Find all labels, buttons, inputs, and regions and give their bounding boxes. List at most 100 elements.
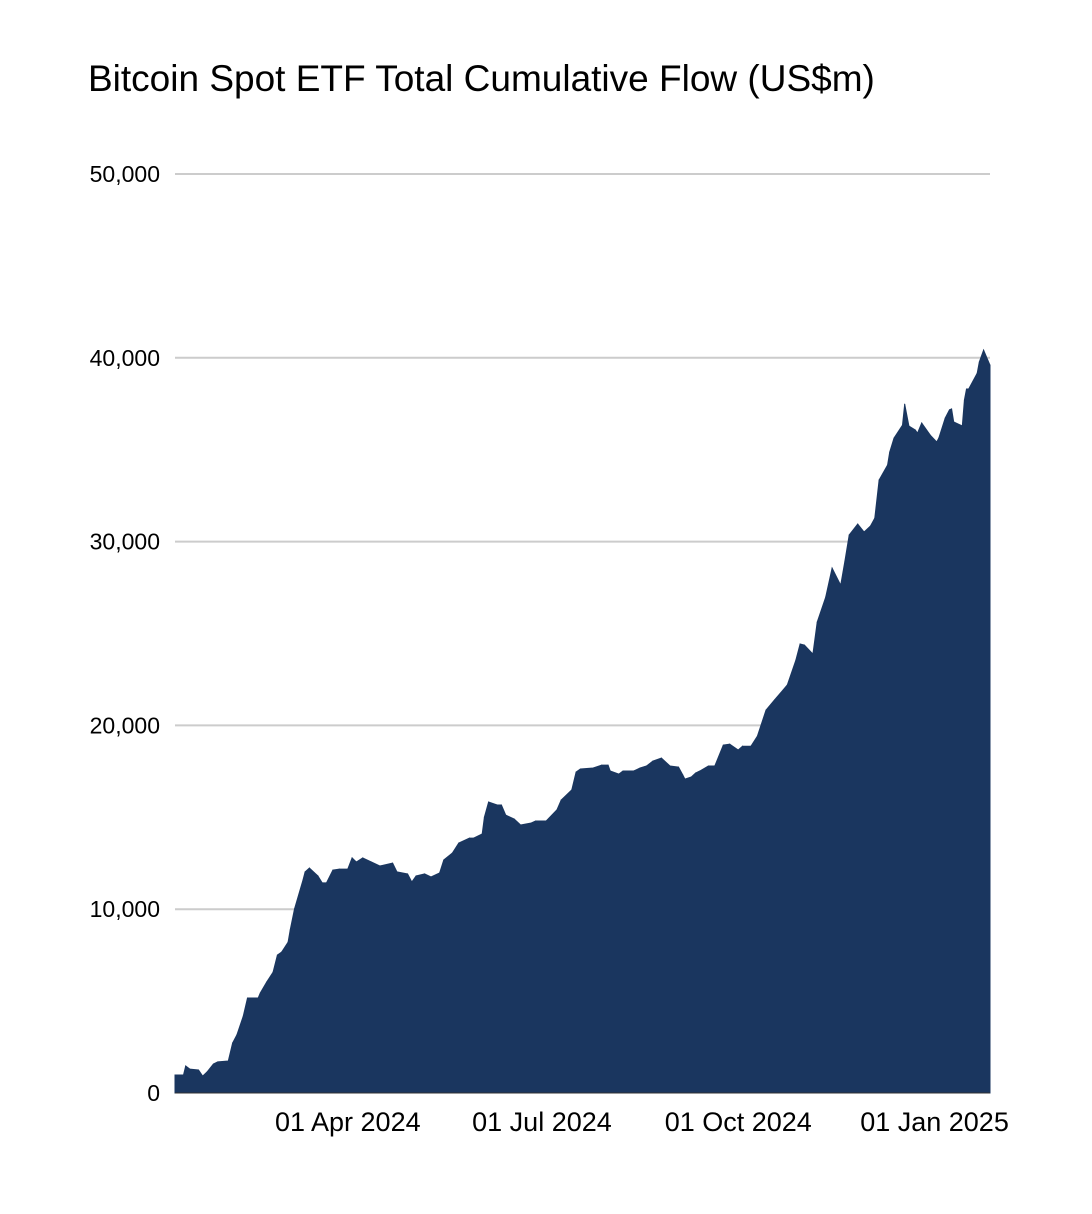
data-point [607,764,609,766]
data-point [699,770,701,772]
data-point [983,349,985,351]
data-point [756,735,758,737]
data-point [379,865,381,867]
data-point [639,767,641,769]
data-point [185,1065,187,1067]
data-point [695,772,697,774]
data-point [948,409,950,411]
data-point [786,684,788,686]
data-point [652,760,654,762]
data-point [212,1063,214,1065]
area-series [174,348,991,1094]
data-point [914,429,916,431]
data-point [878,479,880,481]
data-point [722,744,724,746]
data-point [799,643,801,645]
x-tick-label: 01 Oct 2024 [665,1107,812,1137]
data-point [217,1061,219,1063]
data-point [870,525,872,527]
cumulative-flow-area [174,348,991,1094]
data-point [774,699,776,701]
data-point [276,954,278,956]
data-point [669,765,671,767]
data-point [347,868,349,870]
y-tick-label: 40,000 [90,345,160,371]
data-point [646,765,648,767]
data-point [520,824,522,826]
data-point [812,653,814,655]
data-point [355,861,357,863]
data-point [737,749,739,751]
data-point [481,833,483,835]
data-point [902,424,904,426]
data-point [206,1071,208,1073]
data-point [473,837,475,839]
data-point [370,861,372,863]
x-tick-label: 01 Apr 2024 [275,1107,421,1137]
y-tick-label: 0 [147,1080,160,1106]
data-point [750,745,752,747]
data-point [287,941,289,943]
data-point [407,873,409,875]
data-point [966,388,968,390]
data-point [338,868,340,870]
data-point [916,432,918,434]
data-point [513,818,515,820]
y-axis: 0 10,000 20,000 30,000 40,000 50,000 [90,161,160,1106]
data-point [782,689,784,691]
x-tick-label: 01 Jan 2025 [860,1107,1009,1137]
data-point [825,596,827,598]
data-point [530,822,532,824]
data-point [289,929,291,931]
data-point [439,872,441,874]
y-tick-label: 10,000 [90,896,160,922]
data-point [951,408,953,410]
chart-title: Bitcoin Spot ETF Total Cumulative Flow (… [88,58,875,99]
data-point [304,871,306,873]
data-point [505,814,507,816]
data-point [936,441,938,443]
data-point [857,523,859,525]
data-point [325,882,327,884]
data-point [197,1069,199,1071]
data-points [174,349,991,1077]
data-point [874,517,876,519]
data-point [831,567,833,569]
data-point [535,820,537,822]
data-point [961,425,963,427]
data-point [575,771,577,773]
data-point [944,417,946,419]
data-point [803,644,805,646]
data-point [968,388,970,390]
data-point [302,879,304,881]
data-point [266,981,268,983]
data-point [500,804,502,806]
data-point [247,997,249,999]
data-point [929,434,931,436]
data-point [411,881,413,883]
data-point [887,464,889,466]
data-point [321,882,323,884]
data-point [560,799,562,801]
data-point [989,364,991,366]
data-point [351,857,353,859]
data-point [601,764,603,766]
data-point [545,820,547,822]
data-point [571,789,573,791]
data-point [660,757,662,759]
data-point [889,451,891,453]
data-point [430,876,432,878]
data-point [496,804,498,806]
data-point [848,534,850,536]
data-point [362,857,364,859]
data-point [976,372,978,374]
x-axis: 01 Apr 2024 01 Jul 2024 01 Oct 2024 01 Jan … [175,1092,1009,1137]
data-point [236,1034,238,1036]
data-point [904,403,906,405]
data-point [424,873,426,875]
data-point [840,584,842,586]
y-tick-label: 20,000 [90,712,160,738]
data-point [609,770,611,772]
data-point [259,992,261,994]
